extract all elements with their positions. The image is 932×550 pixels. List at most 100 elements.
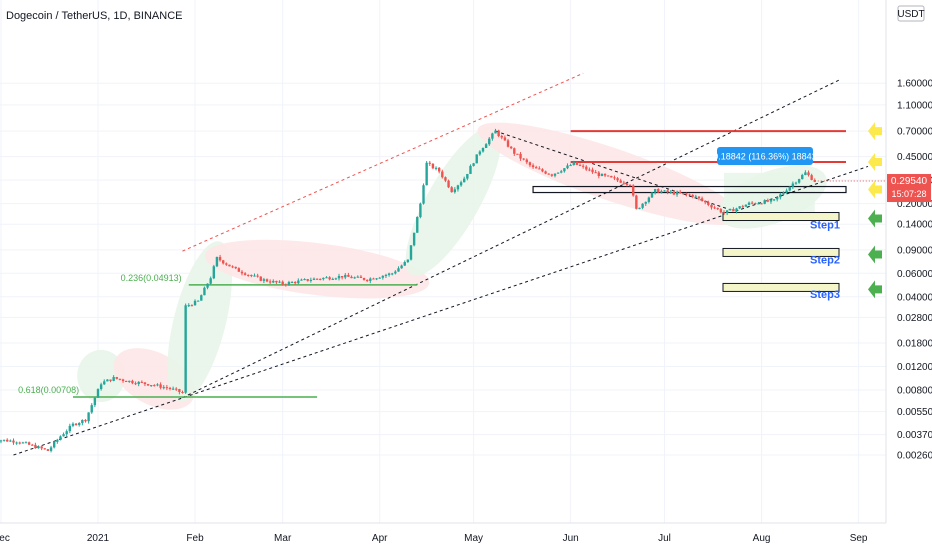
candle-body: [196, 300, 200, 302]
y-tick-label-15: 0.00370: [897, 430, 932, 441]
candle-body: [175, 388, 178, 390]
candle-body: [788, 186, 791, 191]
candle-body: [412, 232, 416, 246]
candle-body: [600, 173, 604, 177]
candle-body: [165, 387, 169, 389]
y-tick-label-5: 0.20000: [897, 199, 932, 210]
candle-body: [40, 446, 43, 449]
candle-body: [259, 276, 262, 281]
candle-body: [262, 279, 266, 281]
candle-body: [56, 439, 59, 442]
candle-body: [622, 182, 626, 184]
candle-body: [535, 167, 538, 169]
candle-body: [43, 448, 46, 450]
candle-body: [431, 163, 435, 169]
candle-body: [710, 204, 713, 208]
candle-body: [657, 189, 660, 193]
candle-body: [156, 384, 159, 386]
warn-arrow-3: [868, 180, 882, 199]
candle-body: [215, 256, 219, 267]
candle-body: [187, 305, 190, 307]
candle-body: [52, 441, 56, 448]
candle-body: [74, 423, 78, 425]
candle-body: [597, 172, 600, 177]
candle-body: [365, 279, 369, 281]
candle-body: [466, 173, 469, 179]
candle-body: [124, 380, 128, 382]
candle-body: [484, 144, 488, 148]
candle-body: [594, 172, 597, 174]
fib-label-0236: 0.236(0.04913): [121, 273, 182, 283]
candle-body: [801, 175, 804, 180]
candle-body: [362, 277, 366, 280]
warn-arrow-2: [868, 153, 882, 172]
candle-body: [369, 278, 372, 281]
candle-body: [628, 184, 632, 186]
candle-body: [306, 279, 309, 281]
x-tick-label-3: Mar: [274, 533, 292, 544]
candle-body: [322, 277, 325, 280]
y-axis[interactable]: 1.600001.100000.700000.450000.300000.200…: [885, 0, 932, 523]
candle-body: [769, 199, 773, 202]
y-tick-label-9: 0.04000: [897, 292, 932, 303]
candle-body: [356, 276, 359, 278]
candle-body: [456, 185, 460, 190]
candle-body: [297, 280, 300, 284]
price-tag-value: 0.29540: [891, 176, 928, 187]
candle-body: [406, 259, 410, 263]
candle-body: [218, 256, 222, 261]
y-tick-label-6: 0.14000: [897, 220, 932, 231]
candle-body: [384, 274, 388, 276]
candles: [0, 128, 816, 453]
x-tick-label-6: Jun: [563, 533, 579, 544]
candle-body: [678, 192, 682, 194]
candle-body: [757, 203, 760, 205]
candle-body: [225, 263, 228, 265]
candle-body: [21, 442, 25, 444]
candle-body: [387, 273, 391, 275]
candle-body: [146, 384, 150, 386]
candle-body: [403, 262, 406, 266]
candle-body: [738, 206, 741, 209]
candle-body: [81, 419, 84, 424]
x-tick-label-7: Jul: [658, 533, 671, 544]
candle-body: [337, 275, 341, 279]
x-tick-label-8: Aug: [753, 533, 771, 544]
candle-body: [766, 200, 770, 202]
candle-body: [312, 278, 316, 280]
candle-body: [391, 273, 394, 275]
candle-body: [625, 183, 629, 185]
y-tick-label-1: 1.10000: [897, 100, 932, 111]
candle-body: [772, 199, 776, 201]
candle-body: [12, 440, 15, 443]
candle-body: [525, 159, 529, 163]
x-axis: Dec 2021 Feb Mar Apr May Jun Jul Aug Sep: [0, 522, 886, 544]
candle-body: [134, 383, 137, 385]
candle-body: [494, 130, 497, 134]
candle-body: [616, 178, 619, 181]
candle-body: [509, 146, 513, 149]
candle-body: [603, 173, 607, 176]
candle-body: [660, 191, 663, 193]
candle-body: [513, 148, 516, 154]
candle-body: [672, 191, 676, 195]
candle-body: [253, 275, 256, 277]
candle-body: [300, 279, 303, 281]
candle-body: [556, 172, 560, 174]
candle-body: [647, 197, 651, 202]
candle-body: [522, 158, 525, 160]
candle-body: [18, 442, 21, 444]
y-tick-label-16: 0.00260: [897, 451, 932, 462]
candle-body: [691, 194, 694, 197]
candle-body: [650, 192, 654, 198]
candle-body: [653, 189, 657, 193]
candle-body: [644, 201, 647, 204]
step-label-3: Step3: [810, 289, 840, 301]
candle-body: [171, 388, 175, 390]
candle-body: [434, 167, 438, 169]
candle-body: [560, 171, 563, 173]
candle-body: [34, 444, 37, 449]
currency-badge[interactable]: USDT: [897, 5, 925, 22]
candle-body: [585, 166, 588, 170]
candle-body: [193, 300, 197, 306]
